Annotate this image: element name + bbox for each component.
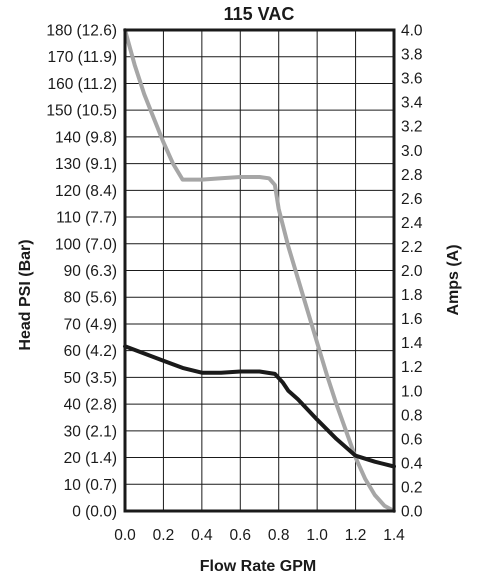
y-axis-label: Head PSI (Bar): [17, 239, 34, 350]
y2-tick-label: 3.0: [401, 143, 423, 160]
y2-tick-label: 0.8: [401, 407, 423, 424]
y2-tick-label: 0.2: [401, 479, 423, 496]
plot-frame: [123, 28, 396, 513]
y-tick-label: 110 (7.7): [56, 210, 117, 227]
y-tick-label: 30 (2.1): [64, 423, 117, 440]
y-axis-left: 0 (0.0) 10 (0.7) 20 (1.4) 30 (2.1) 40 (2.8) 5…: [46, 23, 117, 521]
amps-series-line: [123, 344, 396, 469]
y-tick-label: 70 (4.9): [64, 316, 117, 333]
x-tick-label: 0.0: [114, 527, 136, 544]
y2-tick-label: 2.0: [401, 263, 423, 280]
x-tick-label: 1.2: [345, 527, 367, 544]
y2-tick-label: 1.8: [401, 287, 423, 304]
y2-tick-label: 0.6: [401, 431, 423, 448]
chart-title: 115 VAC: [224, 4, 295, 24]
y-tick-label: 130 (9.1): [55, 156, 117, 173]
y-tick-label: 150 (10.5): [46, 103, 117, 120]
grid: [124, 29, 395, 512]
y-tick-label: 90 (6.3): [64, 263, 117, 280]
y2-tick-label: 2.6: [401, 191, 423, 208]
x-tick-label: 0.4: [191, 527, 213, 544]
y-tick-label: 160 (11.2): [47, 76, 117, 93]
y2-tick-label: 2.4: [401, 215, 423, 232]
y-axis-right: 0.0 0.2 0.4 0.6 0.8 1.0 1.2 1.4 1.6 1.8 2.0 2.2 2.4 2…: [401, 23, 423, 521]
y-tick-label: 80 (5.6): [64, 290, 117, 307]
x-tick-label: 1.4: [383, 527, 405, 544]
y2-tick-label: 3.2: [401, 119, 423, 136]
x-axis: 0.0 0.2 0.4 0.6 0.8 1.0 1.2 1.4: [114, 527, 405, 544]
y2-tick-label: 3.4: [401, 95, 423, 112]
x-axis-label: Flow Rate GPM: [200, 558, 316, 575]
y2-tick-label: 1.4: [401, 335, 423, 352]
y-tick-label: 120 (8.4): [55, 183, 117, 200]
y2-tick-label: 3.6: [401, 71, 423, 88]
y2-tick-label: 2.8: [401, 167, 423, 184]
y2-tick-label: 4.0: [401, 23, 423, 40]
y2-tick-label: 1.2: [401, 359, 423, 376]
y2-tick-label: 2.2: [401, 239, 423, 256]
y-tick-label: 0 (0.0): [72, 504, 117, 521]
y-tick-label: 40 (2.8): [64, 397, 117, 414]
y-tick-label: 100 (7.0): [55, 236, 117, 253]
x-tick-label: 1.0: [306, 527, 328, 544]
head-series-line: [123, 28, 396, 513]
y2-axis-label: Amps (A): [445, 244, 462, 315]
y2-tick-label: 1.0: [401, 383, 423, 400]
y2-tick-label: 3.8: [401, 47, 423, 64]
y-tick-label: 140 (9.8): [55, 129, 117, 146]
y-tick-label: 10 (0.7): [64, 477, 117, 494]
x-tick-label: 0.2: [153, 527, 175, 544]
y2-tick-label: 0.0: [401, 504, 423, 521]
y-tick-label: 20 (1.4): [64, 450, 117, 467]
y2-tick-label: 0.4: [401, 455, 423, 472]
x-tick-label: 0.6: [230, 527, 252, 544]
y-tick-label: 180 (12.6): [46, 23, 117, 40]
x-tick-label: 0.8: [268, 527, 290, 544]
y-tick-label: 60 (4.2): [64, 343, 117, 360]
y-tick-label: 50 (3.5): [64, 370, 117, 387]
y2-tick-label: 1.6: [401, 311, 423, 328]
y-tick-label: 170 (11.9): [47, 49, 117, 66]
series-layer: [123, 28, 396, 513]
